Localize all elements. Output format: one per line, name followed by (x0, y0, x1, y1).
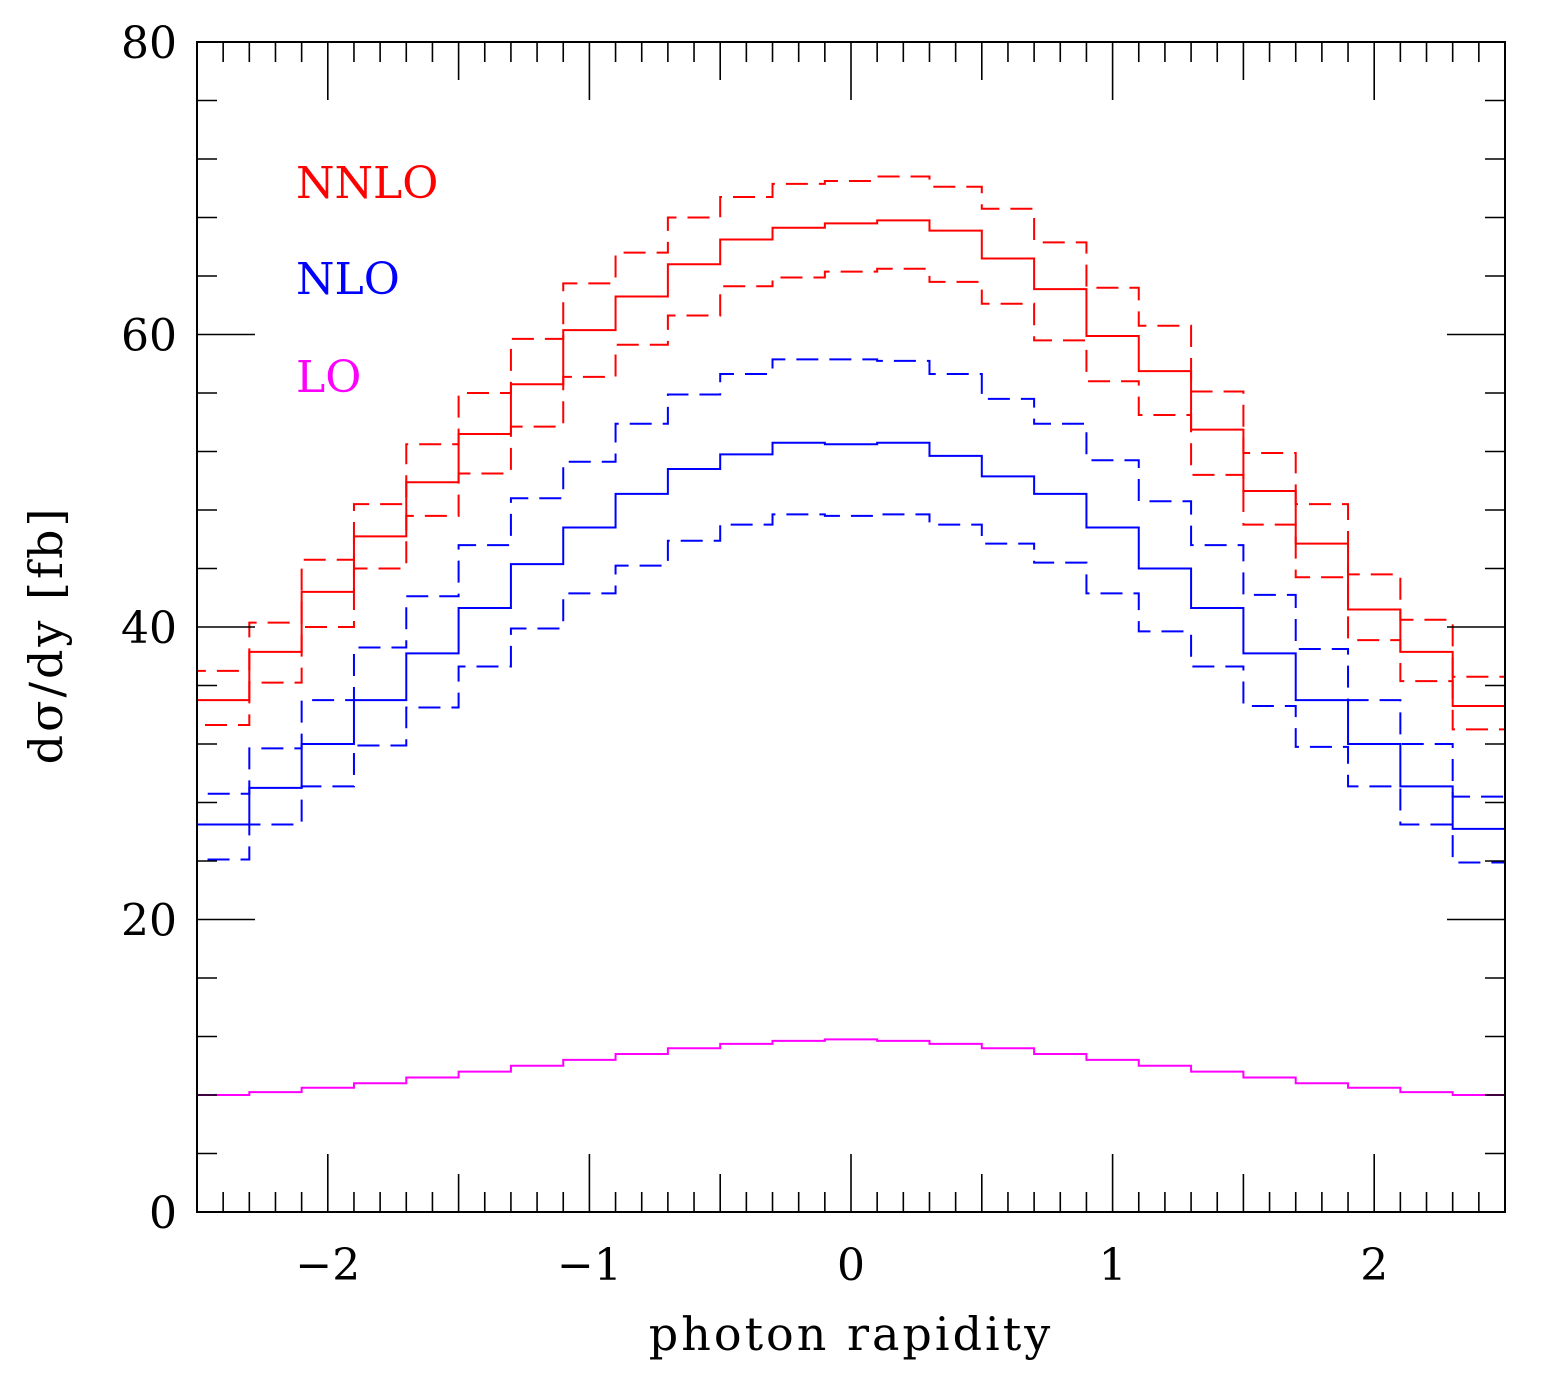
plot-frame (196, 41, 1506, 1213)
series-nnlo-central (196, 219, 1506, 1212)
series-layer (196, 175, 1506, 1212)
x-tick-label: −2 (295, 1240, 360, 1291)
y-tick-label: 0 (149, 1188, 177, 1239)
legend-label-lo: LO (296, 352, 361, 403)
series-nlo-central (196, 441, 1506, 1212)
x-tick-label: 2 (1360, 1240, 1388, 1291)
x-tick-label: 0 (837, 1240, 865, 1291)
y-axis-label: dσ/dy [fb] (19, 506, 73, 765)
series-nlo-lower (196, 513, 1506, 1212)
y-tick-label: 80 (121, 18, 177, 69)
series-nlo-upper (196, 358, 1506, 1212)
x-tick-label: −1 (557, 1240, 622, 1291)
legend-label-nlo: NLO (296, 254, 400, 305)
legend-label-nnlo: NNLO (296, 158, 438, 209)
legend: NNLO NLO LO (296, 158, 438, 403)
series-lo (196, 1038, 1506, 1212)
series-nnlo-lower (196, 267, 1506, 1212)
y-tick-label: 40 (121, 603, 177, 654)
x-axis-label: photon rapidity (649, 1307, 1053, 1361)
ticks-layer (196, 41, 1506, 1213)
y-tick-label: 20 (121, 896, 177, 947)
y-tick-label: 60 (121, 311, 177, 362)
series-nnlo-upper (196, 175, 1506, 1212)
x-tick-label: 1 (1099, 1240, 1127, 1291)
